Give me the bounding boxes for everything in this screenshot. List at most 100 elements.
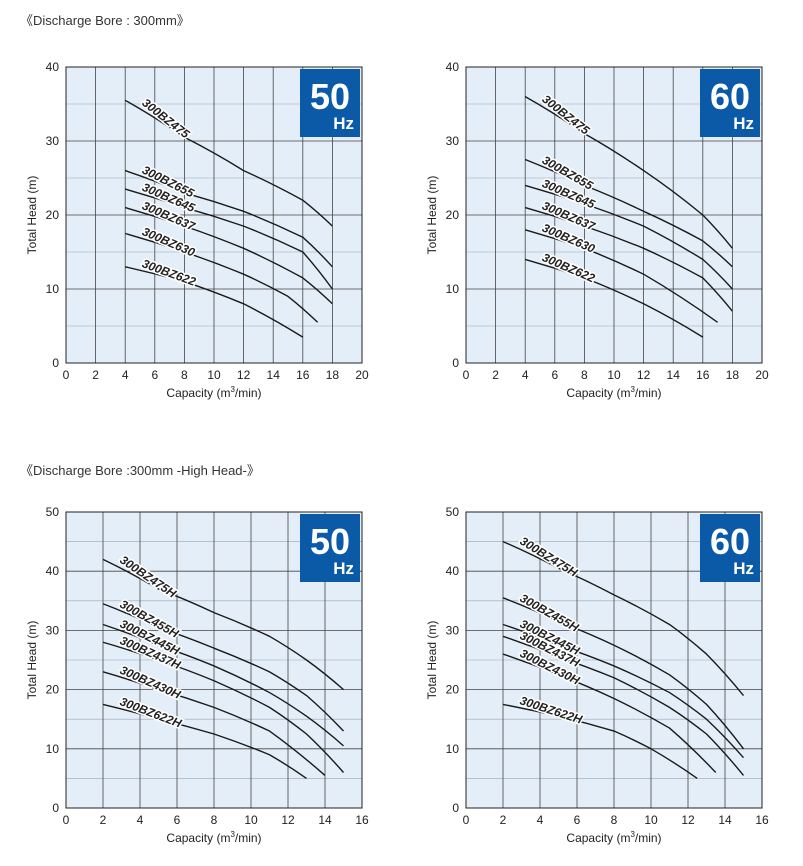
series-line-300bz637 (525, 206, 733, 312)
y-tick-label: 20 (46, 683, 60, 697)
y-tick-label: 0 (452, 356, 459, 370)
x-tick-label: 8 (181, 368, 188, 382)
x-tick-label: 2 (92, 368, 99, 382)
series-line-300bz475 (524, 95, 733, 249)
x-tick-label: 16 (755, 813, 769, 827)
y-tick-label: 10 (446, 282, 460, 296)
y-tick-label: 0 (52, 356, 59, 370)
y-tick-label: 20 (446, 208, 460, 222)
x-tick-label: 6 (574, 813, 581, 827)
section-title-standard: 《Discharge Bore : 300mm》 (20, 13, 190, 28)
y-tick-label: 10 (446, 742, 460, 756)
x-tick-label: 10 (244, 813, 258, 827)
plot-frame (65, 511, 363, 809)
x-tick-label: 20 (355, 368, 369, 382)
x-tick-label: 0 (463, 368, 470, 382)
x-tick-label: 20 (755, 368, 769, 382)
series-line-300bz437h (502, 635, 745, 776)
badge-frequency-value: 60 (710, 521, 750, 562)
x-tick-label: 12 (637, 368, 651, 382)
y-tick-label: 40 (46, 60, 60, 74)
x-tick-label: 12 (281, 813, 295, 827)
y-tick-label: 20 (446, 683, 460, 697)
chart-high-head-60hz: 0 2 4 6 8 10 12 14 16 0 10 20 30 40 50 Capacity (m3/min… (425, 505, 769, 845)
series-line-300bz430h (502, 653, 717, 773)
series-line-300bz645 (125, 188, 333, 290)
series-line-300bz630 (525, 229, 719, 323)
badge-frequency-unit: Hz (333, 559, 354, 578)
frequency-badge (700, 514, 760, 582)
y-axis-title: Total Head (m) (425, 621, 439, 700)
series-line-300bz455h (102, 603, 345, 732)
x-tick-label: 4 (137, 813, 144, 827)
x-tick-label: 4 (537, 813, 544, 827)
series-line-300bz430h (102, 671, 326, 776)
series-line-300bz645 (525, 184, 733, 290)
frequency-badge (300, 69, 360, 137)
y-tick-label: 30 (46, 134, 60, 148)
chart-high-head-50hz: 0 2 4 6 8 10 12 14 16 0 10 20 30 40 50 Capacity (m3/min… (25, 505, 369, 845)
badge-frequency-unit: Hz (733, 114, 754, 133)
section-title-high-head: 《Discharge Bore :300mm -High Head-》 (20, 463, 260, 478)
y-tick-label: 30 (46, 623, 60, 637)
series-line-300bz475h (102, 558, 344, 691)
x-tick-label: 0 (63, 813, 70, 827)
x-tick-label: 12 (681, 813, 695, 827)
series-line-300bz622 (525, 258, 704, 338)
series-line-300bz622h (102, 703, 307, 779)
x-tick-label: 14 (267, 368, 281, 382)
x-tick-label: 6 (151, 368, 158, 382)
y-tick-label: 0 (52, 801, 59, 815)
x-axis-title: Capacity (m3/min) (166, 385, 261, 400)
y-tick-label: 30 (446, 623, 460, 637)
series-line-300bz437h (102, 641, 345, 773)
y-tick-label: 10 (46, 742, 60, 756)
series-line-300bz622h (502, 703, 698, 779)
x-tick-label: 0 (63, 368, 70, 382)
series-line-300bz637 (125, 206, 333, 305)
badge-frequency-unit: Hz (733, 559, 754, 578)
chart-standard-60hz: 0 2 4 6 8 10 12 14 16 18 20 0 10 20 30 40 Capacity (m3/m… (425, 60, 769, 400)
badge-frequency-value: 50 (310, 521, 350, 562)
x-tick-label: 14 (667, 368, 681, 382)
series-line-300bz655 (524, 158, 733, 268)
y-tick-label: 40 (446, 60, 460, 74)
x-axis-title: Capacity (m3/min) (566, 830, 661, 845)
plot-frame (465, 66, 763, 364)
x-tick-label: 16 (296, 368, 310, 382)
chart-standard-50hz: 0 2 4 6 8 10 12 14 16 18 20 0 10 20 30 40 Capacity (m3/m… (25, 60, 369, 400)
x-tick-label: 18 (726, 368, 740, 382)
x-tick-label: 16 (355, 813, 369, 827)
frequency-badge (300, 514, 360, 582)
y-tick-label: 40 (446, 564, 460, 578)
x-tick-label: 14 (718, 813, 732, 827)
series-line-300bz445h (502, 623, 745, 759)
x-tick-label: 8 (211, 813, 218, 827)
x-tick-label: 0 (463, 813, 470, 827)
x-tick-label: 6 (551, 368, 558, 382)
y-tick-label: 50 (46, 505, 60, 519)
plot-frame (65, 66, 363, 364)
x-tick-label: 10 (207, 368, 221, 382)
series-line-300bz475h (502, 540, 745, 696)
series-line-300bz630 (125, 232, 319, 323)
plot-frame (465, 511, 763, 809)
series-line-300bz622 (125, 266, 304, 338)
x-tick-label: 2 (100, 813, 107, 827)
x-tick-label: 10 (644, 813, 658, 827)
y-tick-label: 40 (46, 564, 60, 578)
badge-frequency-unit: Hz (333, 114, 354, 133)
x-tick-label: 8 (611, 813, 618, 827)
x-tick-label: 10 (607, 368, 621, 382)
x-tick-label: 6 (174, 813, 181, 827)
y-axis-title: Total Head (m) (25, 621, 39, 700)
badge-frequency-value: 50 (310, 76, 350, 117)
series-line-300bz475 (124, 99, 333, 227)
x-axis-title: Capacity (m3/min) (166, 830, 261, 845)
x-tick-label: 2 (492, 368, 499, 382)
x-axis-title: Capacity (m3/min) (566, 385, 661, 400)
x-tick-label: 18 (326, 368, 340, 382)
series-line-300bz455h (502, 597, 745, 750)
frequency-badge (700, 69, 760, 137)
badge-frequency-value: 60 (710, 76, 750, 117)
